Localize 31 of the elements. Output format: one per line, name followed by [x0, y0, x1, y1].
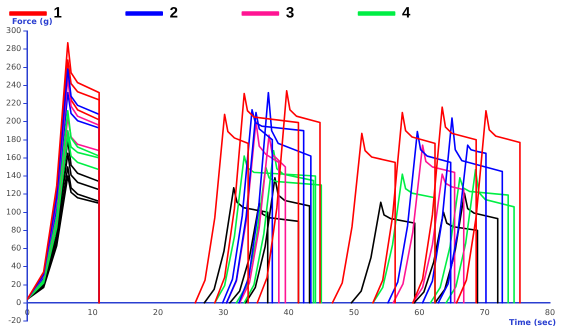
y-tick-label: 160	[6, 152, 22, 162]
y-tick-label: 0	[16, 298, 22, 307]
legend-label: 2	[170, 4, 236, 22]
y-tick-label: 240	[6, 80, 22, 90]
y-axis-title: Force (g)	[12, 17, 53, 26]
y-tick-label: 140	[6, 171, 22, 180]
y-tick-label: 100	[6, 207, 22, 216]
legend-label: 1	[54, 4, 120, 22]
x-tick-label: 30	[218, 308, 228, 317]
y-tick-label: 200	[6, 116, 22, 126]
y-tick-label: -20	[8, 316, 22, 326]
legend-label: 4	[402, 4, 469, 22]
x-axis-title: Time (sec)	[509, 318, 556, 328]
y-tick-label: 40	[11, 262, 22, 271]
x-tick-label: 60	[414, 308, 424, 317]
legend-label: 3	[286, 4, 353, 22]
x-tick-label: 20	[152, 308, 164, 317]
x-tick-label: 70	[480, 308, 490, 317]
y-tick-label: 20	[11, 280, 22, 289]
y-tick-label: 300	[6, 26, 22, 36]
y-tick-label: 80	[11, 225, 22, 234]
x-tick-label: 80	[544, 308, 556, 317]
y-tick-label: 220	[6, 98, 22, 108]
y-tick-label: 60	[11, 244, 22, 253]
y-tick-label: 180	[6, 134, 22, 144]
y-tick-label: 260	[6, 62, 22, 72]
y-tick-label: 280	[6, 44, 22, 54]
x-tick-label: 10	[88, 308, 98, 317]
x-tick-label: 40	[284, 308, 294, 317]
y-tick-label: 120	[6, 189, 22, 198]
x-tick-label: 50	[348, 308, 360, 317]
